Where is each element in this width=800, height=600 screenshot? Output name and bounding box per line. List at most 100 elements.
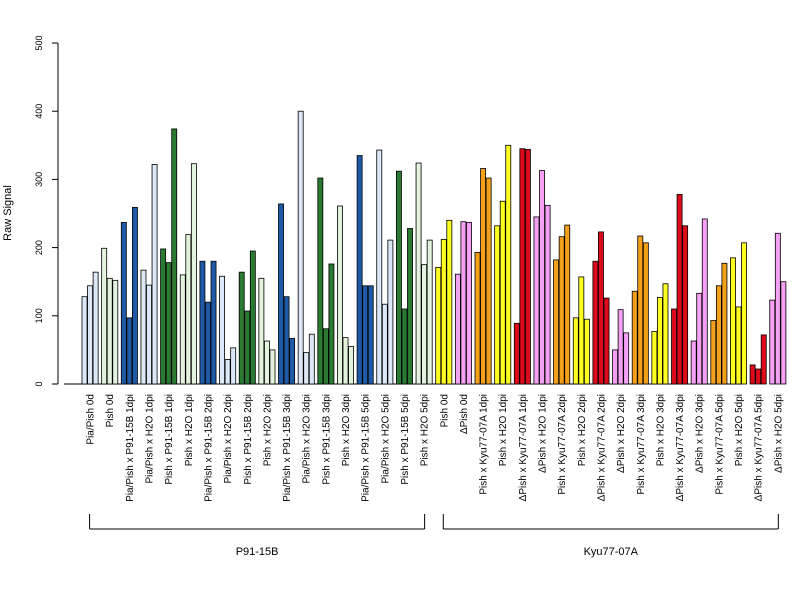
y-axis: 0 100 200 300 400 500 <box>34 35 59 387</box>
bar <box>598 231 604 385</box>
bar <box>558 236 565 385</box>
bar <box>657 296 663 385</box>
bar <box>603 297 610 385</box>
bar <box>140 269 147 385</box>
bar <box>553 259 560 385</box>
bar <box>297 110 304 385</box>
y-tick-label: 300 <box>34 172 44 187</box>
bar <box>303 352 310 385</box>
bar <box>367 285 374 385</box>
x-tick-label: Pish x Kyu77-07A 2dpi <box>557 394 568 495</box>
group-label: Kyu77-07A <box>584 546 639 558</box>
bar <box>494 225 501 385</box>
bar <box>617 309 624 385</box>
x-tick-label: Pia/Pish x P91-15B 1dpi <box>125 394 136 502</box>
bar <box>112 279 119 385</box>
bar <box>631 290 638 385</box>
bar <box>485 177 492 385</box>
bar <box>460 221 467 385</box>
bar <box>533 216 540 385</box>
bar <box>131 206 138 385</box>
bar <box>671 308 677 385</box>
bar <box>760 334 767 385</box>
bar <box>701 218 708 385</box>
bar <box>278 203 284 385</box>
x-tick-label: ΔPish x H2O 1dpi <box>538 394 549 473</box>
bar <box>376 149 383 385</box>
bar <box>572 317 579 385</box>
bar <box>715 285 722 385</box>
bar <box>651 331 658 385</box>
bar <box>421 264 428 385</box>
bar <box>407 228 413 385</box>
bar <box>238 271 245 385</box>
bar <box>387 239 394 385</box>
bar <box>348 346 354 385</box>
bar <box>317 177 324 385</box>
x-tick-label: Pish x P91-15B 2dpi <box>243 394 254 485</box>
bar <box>81 296 88 385</box>
x-tick-label: ΔPish x H2O 3dpi <box>695 394 706 473</box>
bar <box>92 271 99 385</box>
bar <box>401 308 408 385</box>
bar <box>578 276 585 385</box>
bar <box>466 221 472 385</box>
bar <box>263 340 270 385</box>
bar <box>283 296 290 385</box>
x-tick-label: Pish x P91-15B 5dpi <box>400 394 411 485</box>
bar <box>525 148 531 385</box>
bar <box>426 239 433 385</box>
bar <box>755 368 762 385</box>
bar <box>322 328 329 385</box>
bar <box>623 332 630 385</box>
bar <box>769 299 776 385</box>
bar <box>106 277 113 385</box>
x-tick-labels: Pia/Pish 0d Pish 0d Pia/Pish x P91-15B 1dp… <box>86 394 785 502</box>
x-tick-label: Pia/Pish x H2O 2dpi <box>223 394 234 484</box>
x-tick-label: Pia/Pish x P91-15B 5dpi <box>361 394 372 502</box>
bar <box>696 292 703 385</box>
bar <box>513 322 520 385</box>
x-tick-label: Pia/Pish x P91-15B 2dpi <box>203 394 214 502</box>
bar <box>258 277 265 385</box>
x-tick-label: ΔPish x Kyu77-07A 3dpi <box>675 394 686 501</box>
bar <box>544 204 551 385</box>
bar <box>730 257 736 385</box>
x-tick-label: Pia/Pish x P91-15B 3dpi <box>282 394 293 502</box>
bar <box>249 250 256 385</box>
x-tick-label: ΔPish x H2O 5dpi <box>773 394 784 473</box>
bar <box>721 262 728 385</box>
y-axis-label: Raw Signal <box>2 185 14 241</box>
bar <box>682 225 689 385</box>
bar <box>395 170 402 385</box>
bar <box>749 364 756 385</box>
bar <box>446 219 453 385</box>
x-tick-label: Pish 0d <box>439 394 450 427</box>
x-tick-label: ΔPish 0d <box>459 394 470 434</box>
x-tick-label: Pish x H2O 1dpi <box>498 394 509 466</box>
bar <box>440 239 447 385</box>
bar <box>185 234 192 385</box>
bar <box>126 317 133 385</box>
x-tick-label: Pish x P91-15B 3dpi <box>321 394 332 485</box>
x-tick-label: Pia/Pish 0d <box>86 394 97 445</box>
bar <box>210 260 217 385</box>
y-tick-label: 200 <box>34 240 44 255</box>
x-tick-label: Pish x Kyu77-07A 3dpi <box>636 394 647 495</box>
bar <box>289 337 296 385</box>
bar <box>735 306 742 385</box>
y-tick-label: 100 <box>34 308 44 323</box>
group-brackets: P91-15B Kyu77-07A <box>89 514 779 558</box>
bar <box>381 303 388 385</box>
x-tick-label: Pish x H2O 2dpi <box>262 394 273 466</box>
bar <box>146 284 152 385</box>
bar <box>269 349 276 385</box>
bar <box>612 349 618 385</box>
bar <box>474 251 481 385</box>
x-tick-label: Pish x Kyu77-07A 5dpi <box>714 394 725 495</box>
bar <box>160 248 167 385</box>
bar <box>710 320 717 385</box>
bar <box>87 285 94 385</box>
bar <box>454 273 461 385</box>
